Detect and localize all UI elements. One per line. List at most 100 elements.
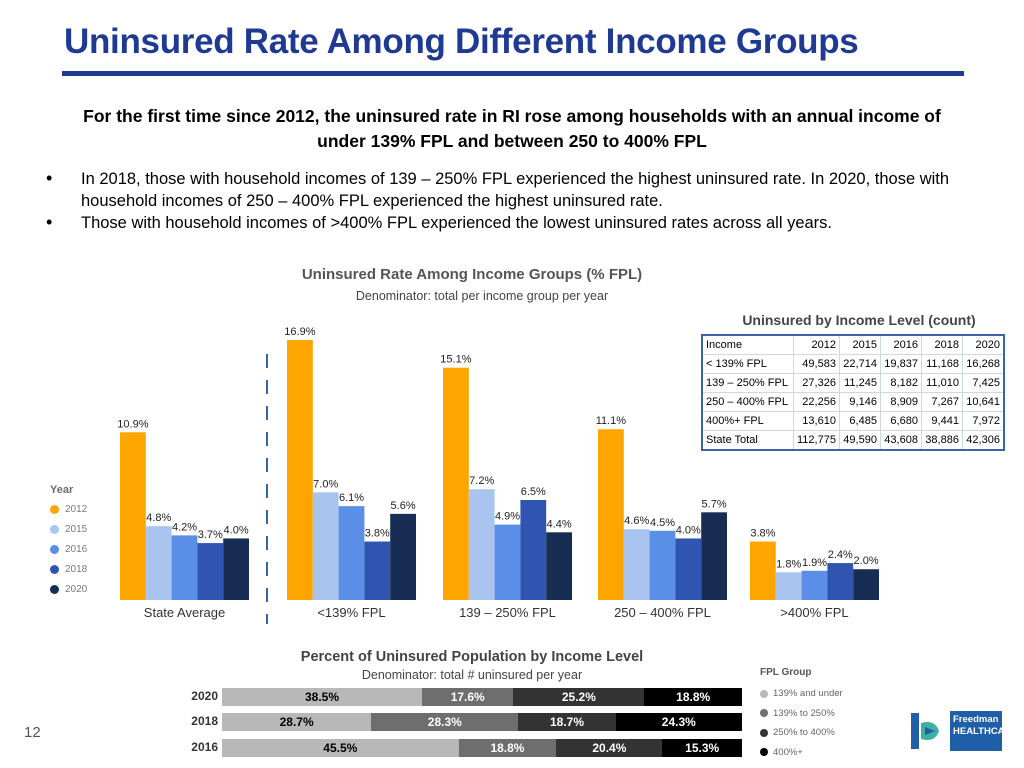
data-label: 4.0% <box>224 524 249 536</box>
table-cell: 49,590 <box>838 430 881 451</box>
bar-chart-subtitle: Denominator: total per income group per … <box>355 289 609 303</box>
stacked-segment: 20.4% <box>556 739 663 757</box>
legend-title: FPL Group <box>760 667 812 678</box>
table-row: 400%+ FPL 13,610 6,485 6,680 9,441 7,972 <box>701 411 1005 431</box>
table-header-row: Income 2012 2015 2016 2018 2020 <box>701 334 1005 355</box>
bar-2016 <box>801 570 828 600</box>
bar-2018 <box>520 500 547 600</box>
bullet-dot-icon: • <box>46 212 53 232</box>
table-cell: 139 – 250% FPL <box>701 373 794 393</box>
bar-2020 <box>390 513 416 600</box>
table-cell: 11,010 <box>920 373 963 393</box>
data-label: 4.0% <box>676 524 701 536</box>
legend-swatch-icon <box>760 689 768 698</box>
table-cell: 2012 <box>793 334 840 355</box>
table-cell: 8,182 <box>879 373 922 393</box>
data-label: 4.6% <box>624 515 649 527</box>
bar-2016 <box>649 530 676 600</box>
legend-item: 139% to 250% <box>760 704 880 724</box>
table-cell: 2016 <box>879 334 922 355</box>
table-cell: < 139% FPL <box>701 354 794 374</box>
bar-2015 <box>145 526 172 600</box>
stacked-segment: 24.3% <box>615 713 742 731</box>
legend-swatch-icon <box>760 748 768 757</box>
bar-2012 <box>598 429 624 600</box>
bullet-item: • Those with household incomes of >400% F… <box>46 212 986 234</box>
bar-2016 <box>338 506 365 600</box>
legend-item: 2015 <box>50 519 110 539</box>
stacked-segment: 18.7% <box>518 713 616 731</box>
bar-2018 <box>197 543 224 600</box>
table-cell: 19,837 <box>879 354 922 374</box>
page-number: 12 <box>24 724 41 741</box>
legend-label: 400%+ <box>773 746 803 758</box>
legend-swatch-icon <box>760 709 768 718</box>
table-cell: 400%+ FPL <box>701 411 794 431</box>
stacked-segment: 18.8% <box>458 739 557 757</box>
stacked-segment: 25.2% <box>513 688 645 706</box>
table-cell: 49,583 <box>793 354 840 374</box>
data-label: 16.9% <box>284 326 315 338</box>
legend-swatch-icon <box>760 728 768 737</box>
table-cell: 43,608 <box>879 430 922 451</box>
table-cell: 8,909 <box>879 392 922 412</box>
bar-2016 <box>171 535 198 600</box>
bar-2012 <box>443 367 469 600</box>
table-cell: 9,146 <box>838 392 881 412</box>
data-label: 6.1% <box>339 492 364 504</box>
category-tick-label: 139 – 250% FPL <box>459 605 556 620</box>
data-label: 4.2% <box>172 521 197 533</box>
data-label: 4.5% <box>650 517 675 529</box>
bar-2016 <box>494 524 521 600</box>
legend-swatch-icon <box>50 504 59 514</box>
logo-tile: Freedman HEALTHCARE <box>950 711 1018 751</box>
legend-label: 139% to 250% <box>773 707 835 719</box>
table-cell: 16,268 <box>961 354 1005 374</box>
data-label: 11.1% <box>596 415 627 427</box>
table-cell: 27,326 <box>793 373 840 393</box>
stacked-segment: 18.8% <box>644 688 742 706</box>
data-label: 3.8% <box>750 528 775 540</box>
data-label: 1.8% <box>776 558 801 570</box>
page-title: Uninsured Rate Among Different Income Gr… <box>64 22 859 61</box>
legend-item: 400%+ <box>760 743 880 763</box>
data-label: 7.2% <box>469 475 494 487</box>
table-cell: 7,972 <box>961 411 1005 431</box>
legend-title: Year <box>50 484 74 496</box>
year-legend: Year 2012 2015 2016 2018 2020 <box>50 484 110 599</box>
bullet-text: Those with household incomes of >400% FP… <box>81 214 833 232</box>
bar-2012 <box>287 340 313 600</box>
table-cell: 22,256 <box>793 392 840 412</box>
legend-swatch-icon <box>50 524 59 534</box>
bar-2020 <box>853 569 879 600</box>
table-row: State Total 112,775 49,590 43,608 38,886 42,3… <box>701 430 1005 451</box>
table-cell: 9,441 <box>920 411 963 431</box>
bar-2012 <box>120 432 146 600</box>
table-cell: 13,610 <box>793 411 840 431</box>
bar-2015 <box>623 529 650 600</box>
bullet-dot-icon: • <box>46 168 53 188</box>
legend-swatch-icon <box>50 564 59 574</box>
stacked-bar-row: 38.5% 17.6% 25.2% 18.8% <box>222 688 742 706</box>
legend-label: 2016 <box>65 543 88 555</box>
table-cell: 112,775 <box>793 430 840 451</box>
legend-item: 2016 <box>50 539 110 559</box>
stacked-bar-row: 45.5% 18.8% 20.4% 15.3% <box>222 739 742 757</box>
bar-chart-title: Uninsured Rate Among Income Groups (% FP… <box>301 266 643 283</box>
legend-label: 250% to 400% <box>773 727 835 739</box>
fpl-group-legend: FPL Group 139% and under 139% to 250% 25… <box>760 667 880 762</box>
table-cell: 6,680 <box>879 411 922 431</box>
legend-label: 2012 <box>65 503 88 515</box>
stack-year-label: 2020 <box>191 689 218 703</box>
data-label: 7.0% <box>313 478 338 490</box>
stacked-bar-row: 28.7% 28.3% 18.7% 24.3% <box>222 713 742 731</box>
data-label: 15.1% <box>440 354 471 366</box>
legend-item: 139% and under <box>760 684 880 704</box>
stacked-segment: 15.3% <box>662 739 742 757</box>
table-cell: 38,886 <box>920 430 963 451</box>
category-tick-label: >400% FPL <box>780 605 848 620</box>
category-tick-label: <139% FPL <box>317 605 385 620</box>
table-cell: 42,306 <box>961 430 1005 451</box>
bar-2018 <box>675 538 702 600</box>
legend-label: 139% and under <box>773 688 843 700</box>
